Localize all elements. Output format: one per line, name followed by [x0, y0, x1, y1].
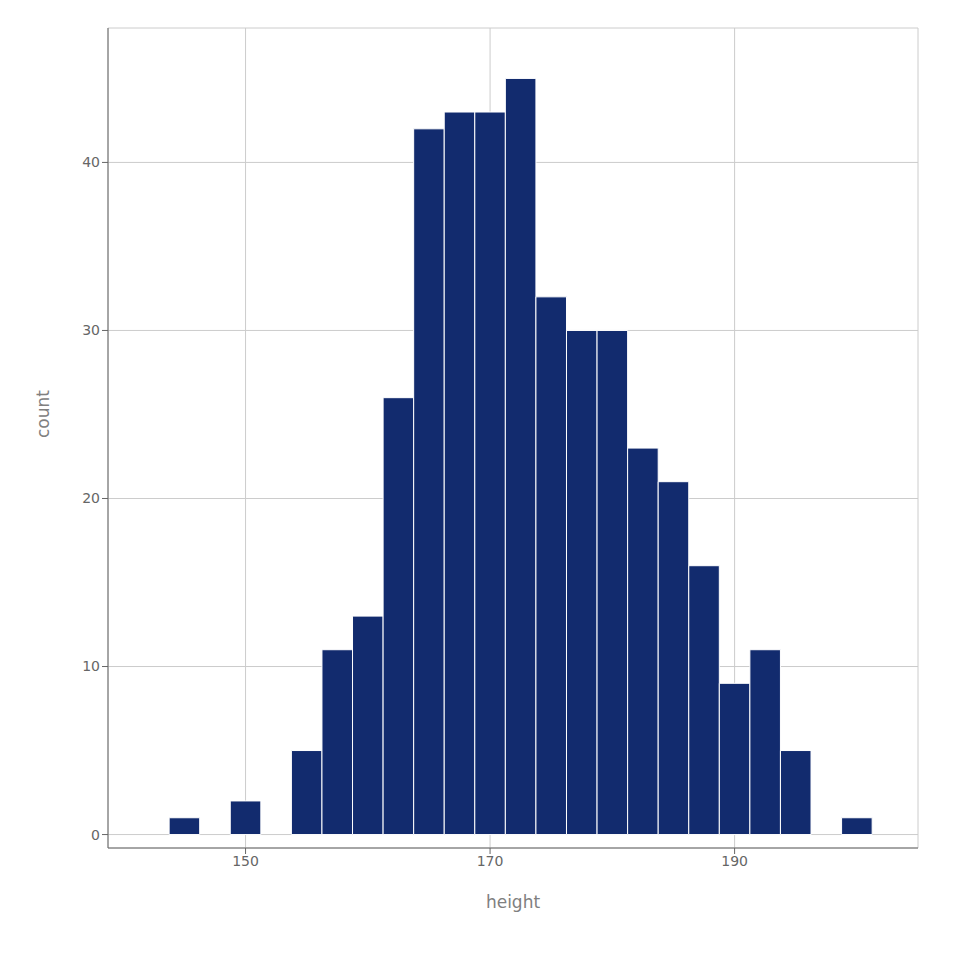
svg-text:10: 10 [82, 658, 100, 674]
svg-text:40: 40 [82, 154, 100, 170]
svg-text:0: 0 [91, 827, 100, 843]
svg-text:20: 20 [82, 490, 100, 506]
svg-text:150: 150 [232, 853, 259, 869]
svg-text:170: 170 [477, 853, 504, 869]
svg-text:190: 190 [721, 853, 748, 869]
svg-text:height: height [486, 892, 541, 912]
svg-text:30: 30 [82, 322, 100, 338]
svg-text:count: count [33, 390, 53, 438]
